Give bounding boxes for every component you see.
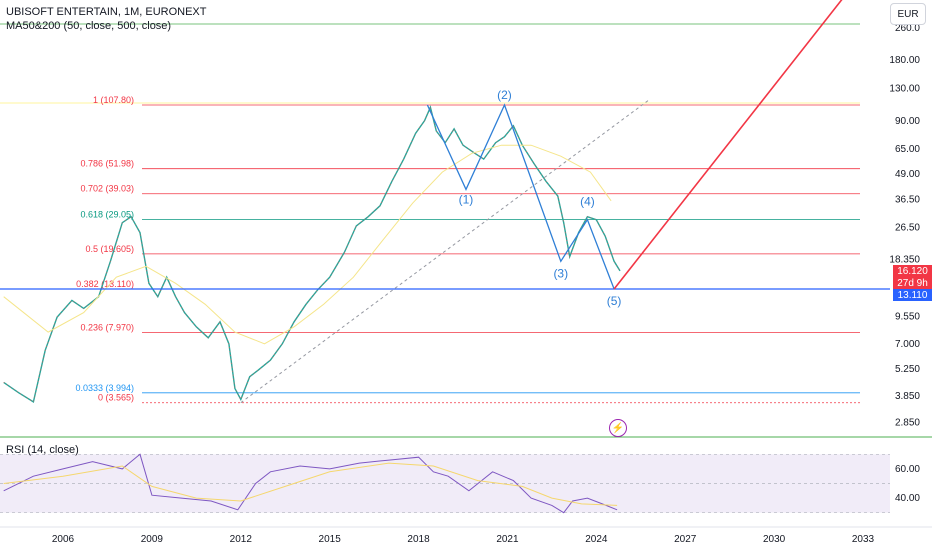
price-axis[interactable]: 260.0 180.00 130.00 90.00 65.00 49.00 36.50 26.…	[889, 23, 920, 428]
chart-title: UBISOFT ENTERTAIN, 1M, EURONEXT	[6, 6, 207, 18]
fib-label-2: 0.702 (39.03)	[80, 184, 134, 194]
fibonacci-labels: 1 (107.80) 0.786 (51.98) 0.702 (39.03) 0.61…	[75, 95, 134, 403]
yellow-ma-line	[3, 144, 612, 345]
y-tick-11: 7.000	[895, 339, 920, 350]
x-tick-0: 2006	[52, 534, 75, 545]
fib-label-0: 1 (107.80)	[93, 95, 134, 105]
x-tick-5: 2021	[496, 534, 519, 545]
wave-label-1: (2)	[497, 88, 512, 102]
x-tick-9: 2033	[852, 534, 875, 545]
rsi-line	[3, 453, 618, 514]
y-tick-7: 26.50	[895, 223, 920, 234]
y-tick-14: 2.850	[895, 417, 920, 428]
time-axis[interactable]: 2006 2009 2012 2015 2018 2021 2024 2027 2030 2033	[0, 526, 932, 545]
lightning-icon[interactable]: ⚡	[609, 419, 627, 437]
x-tick-1: 2009	[141, 534, 164, 545]
wave-label-0: (1)	[459, 192, 474, 206]
y-tick-5: 49.00	[895, 169, 920, 180]
x-tick-4: 2018	[407, 534, 430, 545]
fib-label-1: 0.786 (51.98)	[80, 159, 134, 169]
trend-lines	[0, 0, 890, 404]
fib-label-4: 0.5 (19.605)	[85, 244, 134, 254]
fib-label-6: 0.236 (7.970)	[80, 322, 134, 332]
x-tick-3: 2015	[319, 534, 342, 545]
wave-path	[426, 103, 615, 290]
line-level-tag: 13.110	[893, 289, 932, 301]
y-tick-1: 180.00	[889, 55, 920, 66]
rsi-tick-1: 40.00	[895, 493, 920, 504]
y-tick-4: 65.00	[895, 144, 920, 155]
last-price-tag: 16.120	[893, 265, 932, 277]
ma-short-line	[3, 144, 612, 345]
y-tick-3: 90.00	[895, 116, 920, 127]
y-tick-0: 260.0	[895, 23, 920, 34]
fib-label-8: 0 (3.565)	[98, 393, 134, 403]
price-line-shadow	[3, 106, 621, 403]
y-tick-10: 9.550	[895, 312, 920, 323]
fib-label-7: 0.0333 (3.994)	[75, 383, 134, 393]
currency-button[interactable]: EUR	[890, 3, 926, 25]
wave-label-4: (5)	[607, 294, 622, 308]
elliott-wave-labels: (1) (2) (3) (4) (5)	[459, 88, 622, 308]
y-tick-6: 36.50	[895, 195, 920, 206]
rsi-label: RSI (14, close)	[6, 444, 79, 456]
y-tick-2: 130.00	[889, 84, 920, 95]
x-tick-2: 2012	[230, 534, 253, 545]
y-tick-8: 18.350	[889, 255, 920, 266]
x-tick-8: 2030	[763, 534, 786, 545]
countdown-tag: 27d 9h	[893, 277, 932, 289]
dashed-trendline	[240, 98, 650, 404]
rsi-tick-0: 60.00	[895, 464, 920, 475]
fib-label-3: 0.618 (29.05)	[80, 210, 134, 220]
x-tick-7: 2027	[674, 534, 697, 545]
indicator-label: MA50&200 (50, close, 500, close)	[6, 20, 172, 32]
x-tick-6: 2024	[585, 534, 608, 545]
wave-label-2: (3)	[553, 266, 568, 280]
fib-label-5: 0.382 (13.110)	[76, 279, 134, 289]
rsi-ma-line	[3, 462, 618, 506]
price-series	[3, 105, 621, 404]
y-tick-13: 3.850	[895, 391, 920, 402]
price-line	[3, 105, 621, 404]
target-line	[613, 0, 843, 290]
wave-label-3: (4)	[580, 195, 595, 209]
rsi-pane: 60.00 40.00	[0, 436, 932, 514]
y-tick-12: 5.250	[895, 364, 920, 375]
